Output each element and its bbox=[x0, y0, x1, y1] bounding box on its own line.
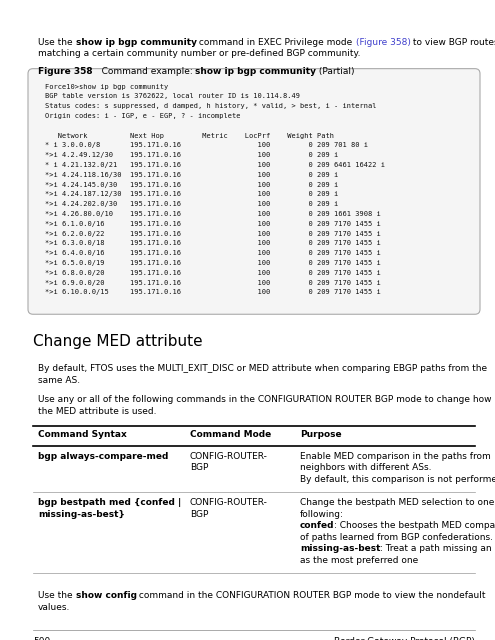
Text: CONFIG-ROUTER-: CONFIG-ROUTER- bbox=[190, 499, 268, 508]
Text: BGP table version is 3762622, local router ID is 10.114.8.49: BGP table version is 3762622, local rout… bbox=[45, 93, 300, 99]
Text: (Figure 358): (Figure 358) bbox=[355, 38, 410, 47]
Text: *>i 4.24.202.0/30   195.171.0.16                  100         0 209 i: *>i 4.24.202.0/30 195.171.0.16 100 0 209… bbox=[45, 201, 338, 207]
FancyBboxPatch shape bbox=[28, 68, 480, 314]
Text: * i 4.21.132.0/21   195.171.0.16                  100         0 209 6461 16422 i: * i 4.21.132.0/21 195.171.0.16 100 0 209… bbox=[45, 162, 385, 168]
Text: *>i 4.24.145.0/30   195.171.0.16                  100         0 209 i: *>i 4.24.145.0/30 195.171.0.16 100 0 209… bbox=[45, 182, 338, 188]
Text: Figure 358: Figure 358 bbox=[38, 67, 93, 76]
Text: By default, this comparison is not performed.: By default, this comparison is not perfo… bbox=[300, 475, 495, 484]
Text: of paths learned from BGP confederations.: of paths learned from BGP confederations… bbox=[300, 533, 493, 542]
Text: : Treat a path missing an MED: : Treat a path missing an MED bbox=[381, 545, 495, 554]
Text: show config: show config bbox=[76, 591, 137, 600]
Text: BGP: BGP bbox=[190, 463, 208, 472]
Text: *>i 6.8.0.0/20      195.171.0.16                  100         0 209 7170 1455 i: *>i 6.8.0.0/20 195.171.0.16 100 0 209 71… bbox=[45, 270, 381, 276]
Text: : Chooses the bestpath MED comparison: : Chooses the bestpath MED comparison bbox=[335, 522, 495, 531]
Text: to view BGP routes: to view BGP routes bbox=[410, 38, 495, 47]
Text: Border Gateway Protocol (BGP): Border Gateway Protocol (BGP) bbox=[334, 637, 475, 640]
Text: *>i 6.2.0.0/22      195.171.0.16                  100         0 209 7170 1455 i: *>i 6.2.0.0/22 195.171.0.16 100 0 209 71… bbox=[45, 230, 381, 237]
Text: By default, FTOS uses the MULTI_EXIT_DISC or MED attribute when comparing EBGP p: By default, FTOS uses the MULTI_EXIT_DIS… bbox=[38, 364, 487, 373]
Text: same AS.: same AS. bbox=[38, 376, 80, 385]
Text: *>i 6.3.0.0/18      195.171.0.16                  100         0 209 7170 1455 i: *>i 6.3.0.0/18 195.171.0.16 100 0 209 71… bbox=[45, 241, 381, 246]
Text: Command Mode: Command Mode bbox=[190, 430, 271, 439]
Text: as the most preferred one: as the most preferred one bbox=[300, 556, 418, 565]
Text: values.: values. bbox=[38, 603, 70, 612]
Text: Origin codes: i - IGP, e - EGP, ? - incomplete: Origin codes: i - IGP, e - EGP, ? - inco… bbox=[45, 113, 241, 119]
Text: Use the: Use the bbox=[38, 38, 76, 47]
Text: Network          Next Hop         Metric    LocPrf    Weight Path: Network Next Hop Metric LocPrf Weight Pa… bbox=[45, 132, 334, 139]
Text: BGP: BGP bbox=[190, 510, 208, 519]
Text: bgp always-compare-med: bgp always-compare-med bbox=[38, 452, 168, 461]
Text: Force10>show ip bgp community: Force10>show ip bgp community bbox=[45, 84, 168, 90]
Text: following:: following: bbox=[300, 510, 344, 519]
Text: CONFIG-ROUTER-: CONFIG-ROUTER- bbox=[190, 452, 268, 461]
Text: Command example:: Command example: bbox=[93, 67, 195, 76]
Text: *>i 6.1.0.0/16      195.171.0.16                  100         0 209 7170 1455 i: *>i 6.1.0.0/16 195.171.0.16 100 0 209 71… bbox=[45, 221, 381, 227]
Text: show ip bgp community: show ip bgp community bbox=[76, 38, 197, 47]
Text: Change MED attribute: Change MED attribute bbox=[33, 334, 202, 349]
Text: Change the bestpath MED selection to one of the: Change the bestpath MED selection to one… bbox=[300, 499, 495, 508]
Text: *>i 4.26.80.0/10    195.171.0.16                  100         0 209 1661 3908 i: *>i 4.26.80.0/10 195.171.0.16 100 0 209 … bbox=[45, 211, 381, 217]
Text: Command Syntax: Command Syntax bbox=[38, 430, 127, 439]
Text: Purpose: Purpose bbox=[300, 430, 342, 439]
Text: missing-as-best: missing-as-best bbox=[300, 545, 381, 554]
Text: *>i 4.2.49.12/30    195.171.0.16                  100         0 209 i: *>i 4.2.49.12/30 195.171.0.16 100 0 209 … bbox=[45, 152, 338, 158]
Text: neighbors with different ASs.: neighbors with different ASs. bbox=[300, 463, 432, 472]
Text: *>i 6.10.0.0/15     195.171.0.16                  100         0 209 7170 1455 i: *>i 6.10.0.0/15 195.171.0.16 100 0 209 7… bbox=[45, 289, 381, 296]
Text: (Partial): (Partial) bbox=[316, 67, 355, 76]
Text: bgp bestpath med {confed |: bgp bestpath med {confed | bbox=[38, 499, 181, 508]
Text: confed: confed bbox=[300, 522, 335, 531]
Text: 500: 500 bbox=[33, 637, 50, 640]
Text: *>i 6.4.0.0/16      195.171.0.16                  100         0 209 7170 1455 i: *>i 6.4.0.0/16 195.171.0.16 100 0 209 71… bbox=[45, 250, 381, 256]
Text: command in the CONFIGURATION ROUTER BGP mode to view the nondefault: command in the CONFIGURATION ROUTER BGP … bbox=[137, 591, 486, 600]
Text: missing-as-best}: missing-as-best} bbox=[38, 510, 125, 519]
Text: Use any or all of the following commands in the CONFIGURATION ROUTER BGP mode to: Use any or all of the following commands… bbox=[38, 396, 492, 404]
Text: the MED attribute is used.: the MED attribute is used. bbox=[38, 407, 156, 416]
Text: command in EXEC Privilege mode: command in EXEC Privilege mode bbox=[197, 38, 355, 47]
Text: show ip bgp community: show ip bgp community bbox=[195, 67, 316, 76]
Text: *>i 6.9.0.0/20      195.171.0.16                  100         0 209 7170 1455 i: *>i 6.9.0.0/20 195.171.0.16 100 0 209 71… bbox=[45, 280, 381, 285]
Text: *>i 6.5.0.0/19      195.171.0.16                  100         0 209 7170 1455 i: *>i 6.5.0.0/19 195.171.0.16 100 0 209 71… bbox=[45, 260, 381, 266]
Text: matching a certain community number or pre-defined BGP community.: matching a certain community number or p… bbox=[38, 49, 360, 58]
Text: *>i 4.24.118.16/30  195.171.0.16                  100         0 209 i: *>i 4.24.118.16/30 195.171.0.16 100 0 20… bbox=[45, 172, 338, 178]
Text: Enable MED comparison in the paths from: Enable MED comparison in the paths from bbox=[300, 452, 491, 461]
Text: Status codes: s suppressed, d damped, h history, * valid, > best, i - internal: Status codes: s suppressed, d damped, h … bbox=[45, 103, 377, 109]
Text: * i 3.0.0.0/8       195.171.0.16                  100         0 209 701 80 i: * i 3.0.0.0/8 195.171.0.16 100 0 209 701… bbox=[45, 143, 368, 148]
Text: *>i 4.24.187.12/30  195.171.0.16                  100         0 209 i: *>i 4.24.187.12/30 195.171.0.16 100 0 20… bbox=[45, 191, 338, 198]
Text: Use the: Use the bbox=[38, 591, 76, 600]
